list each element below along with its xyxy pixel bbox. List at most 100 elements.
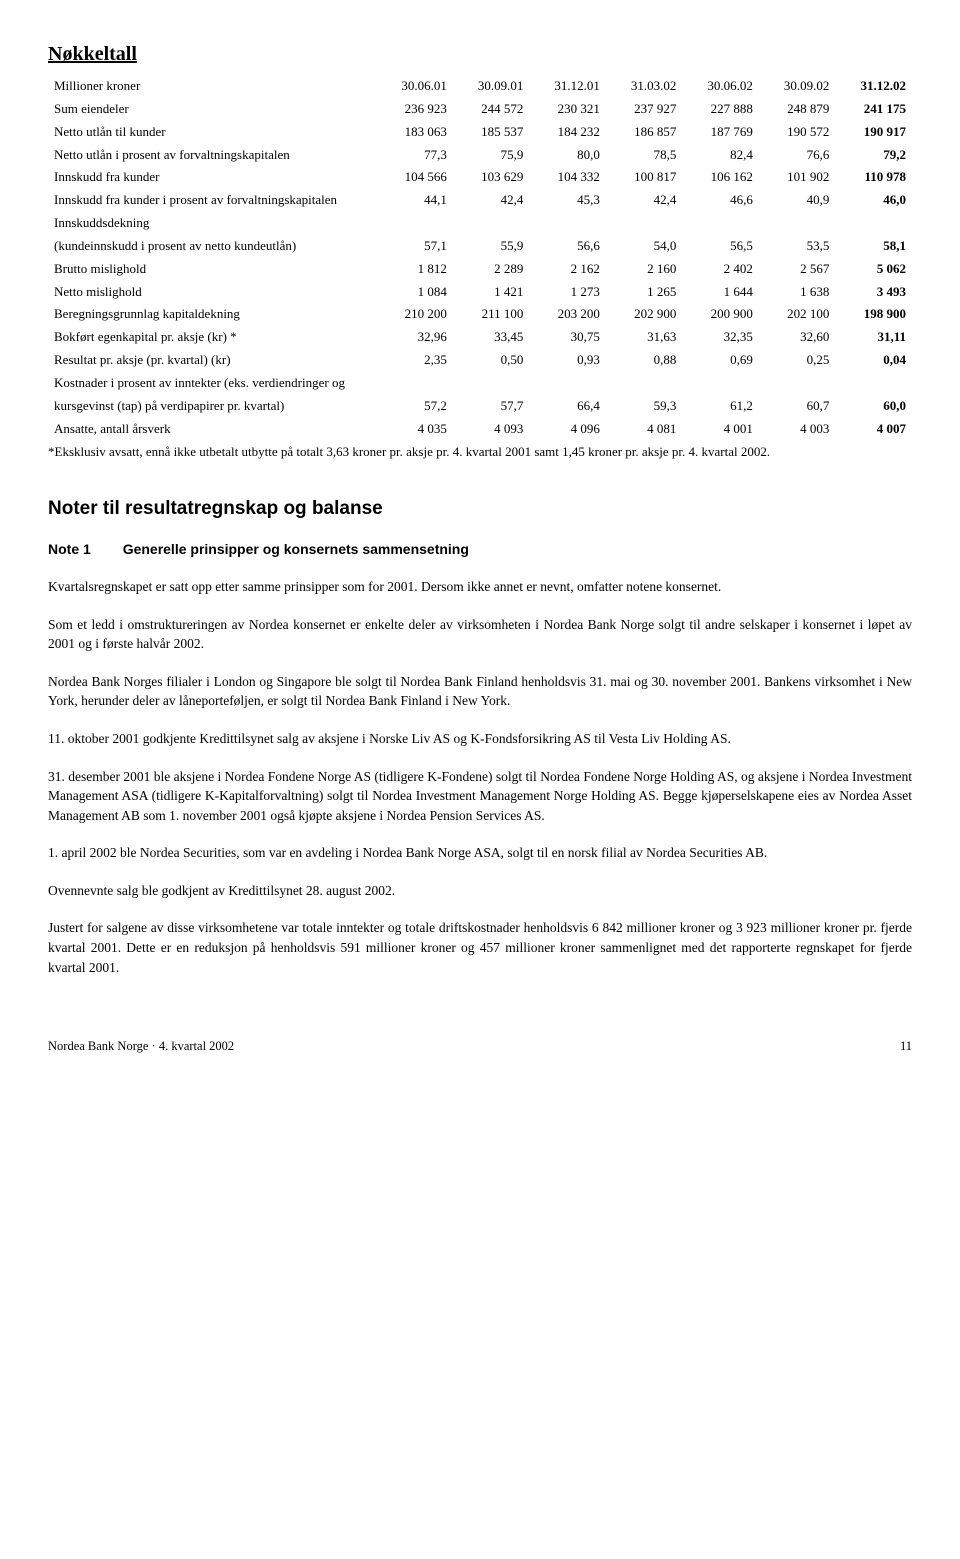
row-label: Brutto mislighold <box>48 258 376 281</box>
cell-value <box>759 212 836 235</box>
cell-value: 187 769 <box>682 121 759 144</box>
cell-value: 203 200 <box>529 303 606 326</box>
table-row: Ansatte, antall årsverk4 0354 0934 0964 … <box>48 418 912 441</box>
note-number: Note 1 <box>48 539 91 559</box>
cell-value: 2,35 <box>376 349 453 372</box>
cell-value: 75,9 <box>453 144 530 167</box>
table-row: Resultat pr. aksje (pr. kvartal) (kr)2,3… <box>48 349 912 372</box>
cell-value: 45,3 <box>529 189 606 212</box>
cell-value: 200 900 <box>682 303 759 326</box>
cell-value: 40,9 <box>759 189 836 212</box>
cell-value: 185 537 <box>453 121 530 144</box>
row-label: Innskudd fra kunder i prosent av forvalt… <box>48 189 376 212</box>
cell-value: 236 923 <box>376 98 453 121</box>
body-paragraph: Nordea Bank Norges filialer i London og … <box>48 672 912 711</box>
table-row: Innskudd fra kunder i prosent av forvalt… <box>48 189 912 212</box>
cell-value: 32,96 <box>376 326 453 349</box>
cell-value: 54,0 <box>606 235 683 258</box>
cell-value: 31,63 <box>606 326 683 349</box>
body-paragraph: Ovennevnte salg ble godkjent av Kreditti… <box>48 881 912 901</box>
cell-value: 60,0 <box>835 395 912 418</box>
row-label: Sum eiendeler <box>48 98 376 121</box>
cell-value: 184 232 <box>529 121 606 144</box>
cell-value <box>376 372 453 395</box>
period-col: 30.09.01 <box>453 75 530 98</box>
row-label: Innskudd fra kunder <box>48 166 376 189</box>
cell-value: 104 332 <box>529 166 606 189</box>
cell-value: 80,0 <box>529 144 606 167</box>
cell-value: 57,2 <box>376 395 453 418</box>
cell-value: 1 644 <box>682 281 759 304</box>
table-header-row: Millioner kroner 30.06.01 30.09.01 31.12… <box>48 75 912 98</box>
cell-value: 1 084 <box>376 281 453 304</box>
cell-value: 241 175 <box>835 98 912 121</box>
cell-value: 237 927 <box>606 98 683 121</box>
cell-value: 32,35 <box>682 326 759 349</box>
cell-value: 30,75 <box>529 326 606 349</box>
period-col: 31.12.02 <box>835 75 912 98</box>
table-row: Innskuddsdekning <box>48 212 912 235</box>
row-label: Innskuddsdekning <box>48 212 376 235</box>
cell-value: 183 063 <box>376 121 453 144</box>
period-col: 30.06.01 <box>376 75 453 98</box>
cell-value: 1 812 <box>376 258 453 281</box>
header-label: Millioner kroner <box>48 75 376 98</box>
cell-value: 77,3 <box>376 144 453 167</box>
table-row: Netto mislighold1 0841 4211 2731 2651 64… <box>48 281 912 304</box>
cell-value: 4 001 <box>682 418 759 441</box>
cell-value: 0,93 <box>529 349 606 372</box>
row-label: Bokført egenkapital pr. aksje (kr) * <box>48 326 376 349</box>
section-title: Noter til resultatregnskap og balanse <box>48 495 912 523</box>
cell-value <box>529 212 606 235</box>
row-label: kursgevinst (tap) på verdipapirer pr. kv… <box>48 395 376 418</box>
cell-value <box>606 212 683 235</box>
cell-value: 227 888 <box>682 98 759 121</box>
footer-left: Nordea Bank Norge · 4. kvartal 2002 <box>48 1037 234 1055</box>
table-footnote: *Eksklusiv avsatt, ennå ikke utbetalt ut… <box>48 443 912 462</box>
cell-value: 230 321 <box>529 98 606 121</box>
cell-value: 0,88 <box>606 349 683 372</box>
cell-value: 2 402 <box>682 258 759 281</box>
row-label: Resultat pr. aksje (pr. kvartal) (kr) <box>48 349 376 372</box>
cell-value: 1 273 <box>529 281 606 304</box>
cell-value: 78,5 <box>606 144 683 167</box>
cell-value: 106 162 <box>682 166 759 189</box>
cell-value: 110 978 <box>835 166 912 189</box>
cell-value: 0,04 <box>835 349 912 372</box>
cell-value: 198 900 <box>835 303 912 326</box>
cell-value: 210 200 <box>376 303 453 326</box>
cell-value: 244 572 <box>453 98 530 121</box>
cell-value: 202 900 <box>606 303 683 326</box>
table-row: Bokført egenkapital pr. aksje (kr) *32,9… <box>48 326 912 349</box>
body-paragraph: Som et ledd i omstruktureringen av Norde… <box>48 615 912 654</box>
period-col: 31.03.02 <box>606 75 683 98</box>
cell-value: 57,7 <box>453 395 530 418</box>
cell-value: 101 902 <box>759 166 836 189</box>
body-paragraph: Justert for salgene av disse virksomhete… <box>48 918 912 977</box>
cell-value: 58,1 <box>835 235 912 258</box>
page-footer: Nordea Bank Norge · 4. kvartal 2002 11 <box>48 1037 912 1055</box>
table-row: Brutto mislighold1 8122 2892 1622 1602 4… <box>48 258 912 281</box>
cell-value: 0,69 <box>682 349 759 372</box>
cell-value: 4 035 <box>376 418 453 441</box>
cell-value: 1 265 <box>606 281 683 304</box>
cell-value: 2 567 <box>759 258 836 281</box>
table-row: kursgevinst (tap) på verdipapirer pr. kv… <box>48 395 912 418</box>
cell-value: 4 081 <box>606 418 683 441</box>
table-row: (kundeinnskudd i prosent av netto kundeu… <box>48 235 912 258</box>
cell-value: 103 629 <box>453 166 530 189</box>
cell-value: 190 572 <box>759 121 836 144</box>
cell-value <box>606 372 683 395</box>
cell-value <box>835 212 912 235</box>
page-title: Nøkkeltall <box>48 40 912 69</box>
cell-value: 33,45 <box>453 326 530 349</box>
cell-value: 100 817 <box>606 166 683 189</box>
cell-value: 5 062 <box>835 258 912 281</box>
body-paragraph: 11. oktober 2001 godkjente Kredittilsyne… <box>48 729 912 749</box>
cell-value <box>759 372 836 395</box>
cell-value: 82,4 <box>682 144 759 167</box>
cell-value <box>453 372 530 395</box>
cell-value: 46,6 <box>682 189 759 212</box>
cell-value: 66,4 <box>529 395 606 418</box>
row-label: Kostnader i prosent av inntekter (eks. v… <box>48 372 376 395</box>
